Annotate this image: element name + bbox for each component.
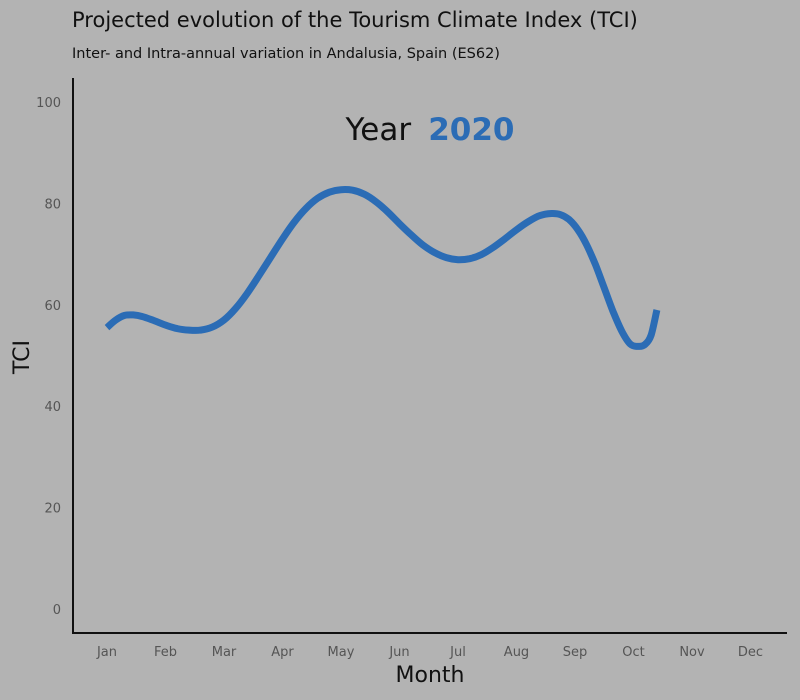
x-tick-label: Jun [388, 645, 409, 660]
year-annotation-label: Year [344, 112, 411, 148]
chart-subtitle: Inter- and Intra-annual variation in And… [72, 46, 500, 62]
series-line-0 [104, 186, 661, 350]
year-annotation: Year 2020 [344, 112, 514, 148]
y-tick-label: 40 [44, 400, 61, 415]
y-tick-label: 60 [44, 299, 61, 314]
y-tick-label: 100 [36, 96, 61, 111]
x-tick-label: Aug [504, 645, 529, 660]
year-annotation-value: 2020 [428, 112, 514, 148]
y-tick-label: 80 [44, 197, 61, 212]
x-tick-label: Jul [449, 645, 466, 660]
x-tick-label: Jan [96, 645, 117, 660]
x-tick-label: Mar [212, 645, 237, 660]
x-axis-title: Month [396, 663, 465, 688]
series-layer [104, 186, 661, 350]
x-tick-label: Apr [271, 645, 294, 660]
chart-title: Projected evolution of the Tourism Clima… [72, 8, 638, 32]
x-tick-label: May [328, 645, 355, 660]
x-tick-label: Feb [154, 645, 177, 660]
y-tick-label: 20 [44, 502, 61, 517]
x-tick-label: Oct [622, 645, 644, 660]
y-axis-title: TCI [10, 340, 35, 375]
x-tick-label: Sep [563, 645, 588, 660]
x-tick-label: Nov [679, 645, 705, 660]
x-axis-ticks: Jan Feb Mar Apr May Jun Jul Aug Sep Oct Nov Dec [96, 645, 763, 660]
y-axis-ticks: 0 20 40 60 80 100 [36, 96, 61, 618]
y-tick-label: 0 [53, 603, 61, 618]
x-tick-label: Dec [738, 645, 763, 660]
